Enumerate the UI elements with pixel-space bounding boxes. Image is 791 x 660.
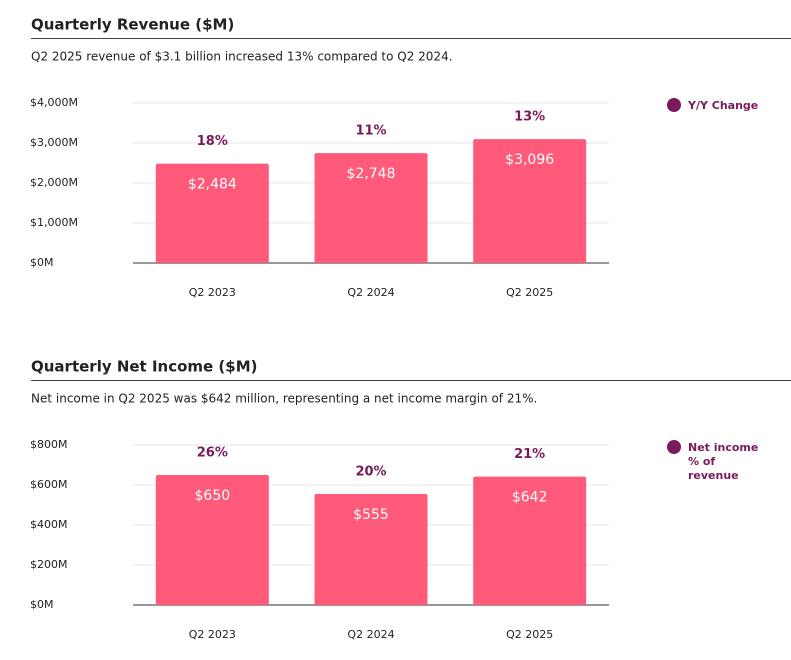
x-tick-label: Q2 2025: [506, 628, 553, 641]
x-tick-label: Q2 2023: [189, 286, 236, 299]
bar: [314, 494, 428, 605]
bar: [473, 476, 587, 605]
x-tick-label: Q2 2025: [506, 286, 553, 299]
value-label: $642: [512, 490, 548, 506]
bar: [314, 153, 428, 263]
change-label: 11%: [355, 124, 386, 139]
legend-label: Y/Y Change: [688, 99, 759, 112]
chart-title: Quarterly Net Income ($M): [31, 358, 258, 376]
y-tick-label: $200M: [30, 558, 68, 571]
value-label: $2,484: [188, 177, 237, 193]
change-label: 21%: [514, 447, 545, 462]
change-label: 13%: [514, 110, 545, 125]
value-label: $3,096: [505, 152, 554, 168]
legend-label: Net income % of revenue: [688, 441, 759, 482]
y-tick-label: $3,000M: [30, 136, 78, 149]
chart-subtitle: Q2 2025 revenue of $3.1 billion increase…: [31, 50, 453, 64]
y-tick-label: $0M: [30, 598, 54, 611]
y-tick-label: $4,000M: [30, 96, 78, 109]
legend-swatch: [667, 98, 681, 112]
chart-subtitle: Net income in Q2 2025 was $642 million, …: [31, 392, 537, 406]
change-label: 20%: [355, 465, 386, 480]
change-label: 26%: [197, 446, 228, 461]
legend-swatch: [667, 440, 681, 454]
y-tick-label: $400M: [30, 518, 68, 531]
y-tick-label: $1,000M: [30, 216, 78, 229]
chart-title: Quarterly Revenue ($M): [31, 16, 234, 34]
value-label: $650: [195, 488, 231, 504]
x-tick-label: Q2 2024: [347, 286, 394, 299]
value-label: $555: [353, 507, 389, 523]
y-tick-label: $0M: [30, 256, 54, 269]
x-tick-label: Q2 2023: [189, 628, 236, 641]
bar: [473, 139, 587, 263]
change-label: 18%: [197, 134, 228, 149]
bar: [155, 475, 269, 605]
x-tick-label: Q2 2024: [347, 628, 394, 641]
bar: [155, 163, 269, 263]
legend: Y/Y Change: [667, 98, 768, 113]
legend: Net income % of revenue: [667, 440, 768, 483]
value-label: $2,748: [347, 166, 396, 182]
y-tick-label: $800M: [30, 438, 68, 451]
y-tick-label: $600M: [30, 478, 68, 491]
y-tick-label: $2,000M: [30, 176, 78, 189]
